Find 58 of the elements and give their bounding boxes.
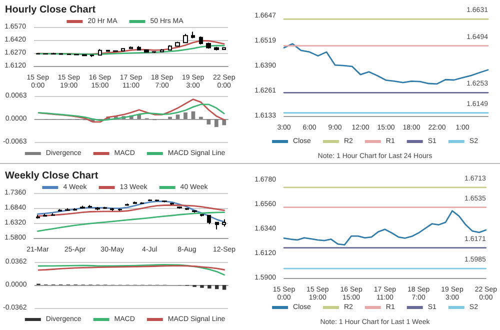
candlestick — [65, 208, 70, 212]
candlestick — [133, 201, 137, 204]
candlestick — [148, 198, 152, 202]
candlestick — [207, 214, 211, 225]
candlestick — [125, 203, 129, 206]
candlestick — [110, 208, 114, 212]
candlestick — [140, 202, 144, 204]
candlestick — [222, 46, 226, 50]
candlestick — [90, 54, 94, 58]
candlestick — [36, 214, 40, 220]
candlestick — [80, 205, 85, 210]
candlestick — [51, 52, 56, 55]
candlestick — [118, 208, 122, 212]
candlestick — [162, 200, 167, 203]
candlestick — [192, 210, 197, 214]
candlestick — [88, 204, 92, 208]
candlestick — [144, 49, 149, 54]
candlestick — [103, 206, 107, 210]
line-series — [38, 104, 225, 122]
candlestick — [152, 50, 156, 54]
bar — [206, 119, 211, 124]
line-series — [37, 204, 225, 217]
candlestick — [214, 46, 219, 51]
line-series — [38, 264, 225, 276]
candlestick — [185, 208, 189, 211]
candlestick — [199, 36, 203, 45]
candlestick — [206, 42, 211, 50]
candlestick — [155, 199, 159, 202]
line-series — [37, 212, 225, 232]
line-series — [37, 200, 225, 223]
candlestick — [58, 208, 62, 212]
line-series — [283, 210, 487, 246]
candlestick — [59, 52, 63, 56]
line-series — [37, 44, 225, 55]
candlestick — [168, 44, 172, 51]
candlestick — [129, 46, 133, 50]
line-series — [283, 43, 489, 85]
candlestick — [222, 218, 226, 227]
candlestick — [177, 206, 182, 210]
candlestick — [191, 31, 195, 39]
candlestick — [137, 46, 141, 51]
candlestick — [106, 49, 110, 52]
candlestick — [73, 208, 77, 212]
candlestick — [215, 221, 219, 230]
candlestick — [175, 41, 180, 47]
candlestick — [200, 214, 204, 217]
candlestick — [183, 33, 188, 44]
chart-title: Hourly Close Chart — [5, 4, 96, 16]
candlestick — [170, 202, 174, 206]
chart-title: Weekly Close Chart — [5, 170, 99, 182]
candlestick — [113, 50, 118, 52]
candlestick — [98, 48, 102, 56]
candlestick — [95, 206, 100, 211]
bar — [176, 114, 180, 119]
candlestick — [82, 54, 87, 57]
candlestick — [51, 212, 55, 216]
bar — [214, 119, 218, 128]
bar — [184, 112, 188, 119]
